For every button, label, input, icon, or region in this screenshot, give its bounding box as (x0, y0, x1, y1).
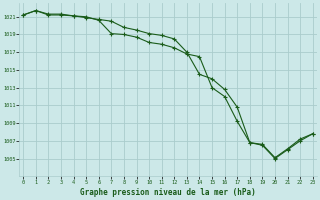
X-axis label: Graphe pression niveau de la mer (hPa): Graphe pression niveau de la mer (hPa) (80, 188, 256, 197)
